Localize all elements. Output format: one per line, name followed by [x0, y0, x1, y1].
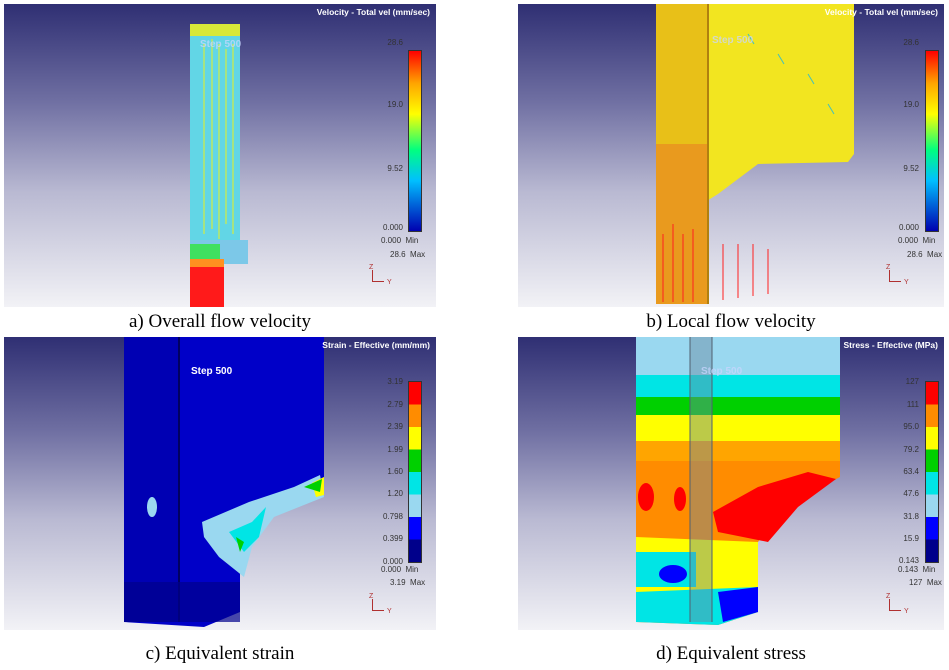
flow-velocity-plot — [190, 24, 248, 307]
strain-color-bar — [408, 381, 422, 563]
min-value: 0.000 — [381, 236, 402, 245]
tick-label: 127 — [905, 377, 919, 386]
tick-label: 1.60 — [387, 467, 403, 476]
panel-equivalent-strain: Step 500 Strain - Effective (mm/mm) 3.19… — [4, 337, 436, 630]
tick-label: 0.000 — [898, 223, 919, 232]
axis-y-label: Y — [387, 608, 392, 615]
min-value: 0.000 — [381, 565, 402, 574]
max-label: Max — [927, 250, 943, 259]
tick-label: 1.99 — [387, 445, 403, 454]
min-readout: 0.000 Min — [381, 565, 418, 574]
strain-contour-plot — [124, 337, 324, 627]
min-readout: 0.000 Min — [898, 236, 935, 245]
max-value: 3.19 — [390, 578, 406, 587]
max-readout: 3.19 Max — [390, 578, 425, 587]
tick-label: 3.19 — [387, 377, 403, 386]
step-label: Step 500 — [712, 35, 754, 46]
min-value: 0.143 — [898, 565, 919, 574]
tick-label: 0.000 — [382, 223, 403, 232]
max-label: Max — [410, 250, 426, 259]
axis-z-label: Z — [369, 593, 374, 600]
stress-color-bar — [925, 381, 939, 563]
max-label: Max — [926, 578, 942, 587]
velocity-color-bar — [925, 50, 939, 232]
min-readout: 0.000 Min — [381, 236, 418, 245]
tick-label: 28.6 — [387, 38, 403, 47]
legend-title: Velocity - Total vel (mm/sec) — [316, 7, 430, 17]
axis-y-label: Y — [387, 279, 392, 286]
panel-overall-flow-velocity: Step 500 Velocity - Total vel (mm/sec) 2… — [4, 4, 436, 307]
max-value: 28.6 — [390, 250, 406, 259]
tick-label: 95.0 — [903, 422, 919, 431]
legend-title: Velocity - Total vel (mm/sec) — [824, 7, 938, 17]
tick-label: 0.399 — [382, 534, 403, 543]
velocity-color-bar — [408, 50, 422, 232]
axis-triad-icon: Z Y — [886, 593, 916, 623]
axis-z-label: Z — [886, 593, 891, 600]
tick-label: 2.39 — [387, 422, 403, 431]
max-value: 28.6 — [907, 250, 923, 259]
min-label: Min — [922, 236, 936, 245]
step-label: Step 500 — [191, 366, 233, 377]
local-velocity-plot — [656, 4, 854, 304]
max-value: 127 — [909, 578, 923, 587]
min-label: Min — [405, 236, 419, 245]
step-label: Step 500 — [200, 39, 242, 50]
tick-label: 28.6 — [903, 38, 919, 47]
min-value: 0.000 — [898, 236, 919, 245]
axis-y-label: Y — [904, 279, 909, 286]
axis-triad-icon: Z Y — [886, 264, 916, 294]
tick-label: 79.2 — [903, 445, 919, 454]
tick-label: 1.20 — [387, 489, 403, 498]
panel-equivalent-stress: Step 500 Stress - Effective (MPa) 127 11… — [518, 337, 944, 630]
min-label: Min — [405, 565, 419, 574]
axis-triad-icon: Z Y — [369, 264, 399, 294]
tick-label: 9.52 — [903, 164, 919, 173]
caption-b: b) Local flow velocity — [646, 311, 816, 332]
axis-z-label: Z — [369, 264, 374, 271]
legend-title: Stress - Effective (MPa) — [843, 340, 938, 350]
tick-label: 0.000 — [382, 557, 403, 566]
max-readout: 28.6 Max — [390, 250, 425, 259]
max-label: Max — [410, 578, 426, 587]
tick-label: 9.52 — [387, 164, 403, 173]
caption-a: a) Overall flow velocity — [128, 311, 311, 332]
caption-d: d) Equivalent stress — [656, 643, 806, 664]
tick-label: 2.79 — [387, 400, 403, 409]
min-label: Min — [922, 565, 936, 574]
tick-label: 19.0 — [903, 100, 919, 109]
tick-label: 0.798 — [382, 512, 403, 521]
caption-c: c) Equivalent strain — [145, 643, 295, 664]
tick-label: 63.4 — [903, 467, 919, 476]
tick-label: 15.9 — [903, 534, 919, 543]
tick-label: 111 — [906, 400, 919, 409]
stress-contour-plot — [636, 337, 840, 625]
max-readout: 127 Max — [909, 578, 942, 587]
tick-label: 31.8 — [903, 512, 919, 521]
axis-z-label: Z — [886, 264, 891, 271]
axis-y-label: Y — [904, 608, 909, 615]
axis-triad-icon: Z Y — [369, 593, 399, 623]
legend-title: Strain - Effective (mm/mm) — [322, 340, 430, 350]
tick-label: 19.0 — [387, 100, 403, 109]
tick-label: 0.143 — [898, 556, 919, 565]
panel-local-flow-velocity: Step 500 Velocity - Total vel (mm/sec) 2… — [518, 4, 944, 307]
max-readout: 28.6 Max — [907, 250, 942, 259]
min-readout: 0.143 Min — [898, 565, 935, 574]
step-label: Step 500 — [701, 366, 743, 377]
tick-label: 47.6 — [903, 489, 919, 498]
